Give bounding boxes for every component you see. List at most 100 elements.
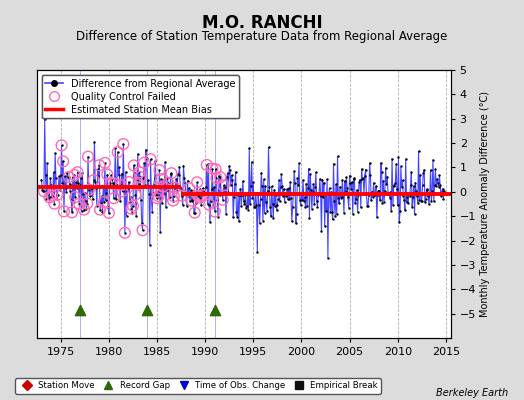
Point xyxy=(120,183,128,189)
Text: Berkeley Earth: Berkeley Earth xyxy=(436,388,508,398)
Point xyxy=(66,180,74,187)
Point xyxy=(227,172,236,179)
Point xyxy=(169,197,177,204)
Point xyxy=(61,173,69,179)
Point xyxy=(422,196,430,202)
Point xyxy=(135,169,144,176)
Point xyxy=(117,182,125,188)
Point xyxy=(83,200,91,207)
Point xyxy=(350,175,358,181)
Point xyxy=(413,192,421,199)
Point xyxy=(436,182,444,188)
Point xyxy=(423,186,432,192)
Point xyxy=(433,176,441,182)
Point xyxy=(296,197,304,203)
Point xyxy=(304,166,313,172)
Point xyxy=(354,192,363,198)
Point xyxy=(419,170,428,176)
Point xyxy=(302,180,310,187)
Point xyxy=(370,192,379,199)
Point xyxy=(361,172,369,179)
Point xyxy=(147,195,156,201)
Point xyxy=(383,173,391,180)
Point xyxy=(58,180,67,186)
Point xyxy=(133,177,141,183)
Point xyxy=(374,188,383,194)
Point xyxy=(45,194,53,201)
Point xyxy=(173,171,182,178)
Point xyxy=(330,198,339,205)
Point xyxy=(124,186,133,193)
Point xyxy=(360,191,368,197)
Point xyxy=(297,202,305,208)
Point xyxy=(306,170,314,177)
Point xyxy=(208,186,216,192)
Point xyxy=(128,210,136,216)
Text: M.O. RANCHI: M.O. RANCHI xyxy=(202,14,322,32)
Point xyxy=(270,187,278,194)
Point xyxy=(193,179,201,186)
Point xyxy=(90,138,99,145)
Point xyxy=(392,161,400,168)
Point xyxy=(170,184,179,191)
Point xyxy=(237,203,245,210)
Point xyxy=(129,202,137,209)
Point xyxy=(141,146,150,153)
Point xyxy=(209,203,217,209)
Point xyxy=(83,200,91,207)
Point xyxy=(252,190,260,196)
Point xyxy=(204,161,213,168)
Point xyxy=(185,185,193,192)
Point xyxy=(52,195,61,202)
Point xyxy=(181,180,189,186)
Point xyxy=(348,179,356,185)
Point xyxy=(309,189,317,196)
Point xyxy=(174,171,183,178)
Point xyxy=(255,202,263,209)
Point xyxy=(75,200,83,207)
Point xyxy=(243,203,251,209)
Point xyxy=(145,191,153,198)
Point xyxy=(131,191,139,198)
Point xyxy=(351,200,359,206)
Point xyxy=(118,188,127,194)
Point xyxy=(155,193,163,199)
Point xyxy=(59,158,68,165)
Point xyxy=(108,180,117,186)
Point xyxy=(164,180,172,186)
Point xyxy=(384,190,392,196)
Point xyxy=(70,172,79,178)
Point xyxy=(137,196,145,203)
Point xyxy=(106,180,115,186)
Point xyxy=(71,194,79,200)
Point xyxy=(413,200,422,206)
Point xyxy=(117,170,126,177)
Point xyxy=(407,169,416,175)
Point xyxy=(292,210,301,217)
Point xyxy=(257,170,266,176)
Point xyxy=(125,179,133,185)
Point xyxy=(152,192,160,198)
Point xyxy=(379,177,387,184)
Point xyxy=(439,186,447,192)
Point xyxy=(353,187,361,194)
Point xyxy=(440,188,449,194)
Point xyxy=(195,194,204,201)
Point xyxy=(325,185,334,191)
Point xyxy=(441,190,449,196)
Legend: Station Move, Record Gap, Time of Obs. Change, Empirical Break: Station Move, Record Gap, Time of Obs. C… xyxy=(15,378,381,394)
Point xyxy=(187,197,195,204)
Point xyxy=(405,191,413,197)
Point xyxy=(170,193,178,200)
Point xyxy=(342,174,351,180)
Point xyxy=(236,186,245,192)
Point xyxy=(431,166,440,172)
Point xyxy=(389,202,397,208)
Point xyxy=(49,169,58,176)
Point xyxy=(363,203,372,209)
Point xyxy=(250,204,259,210)
Point xyxy=(208,166,216,172)
Point xyxy=(380,198,388,205)
Point xyxy=(51,150,59,156)
Point xyxy=(221,184,230,190)
